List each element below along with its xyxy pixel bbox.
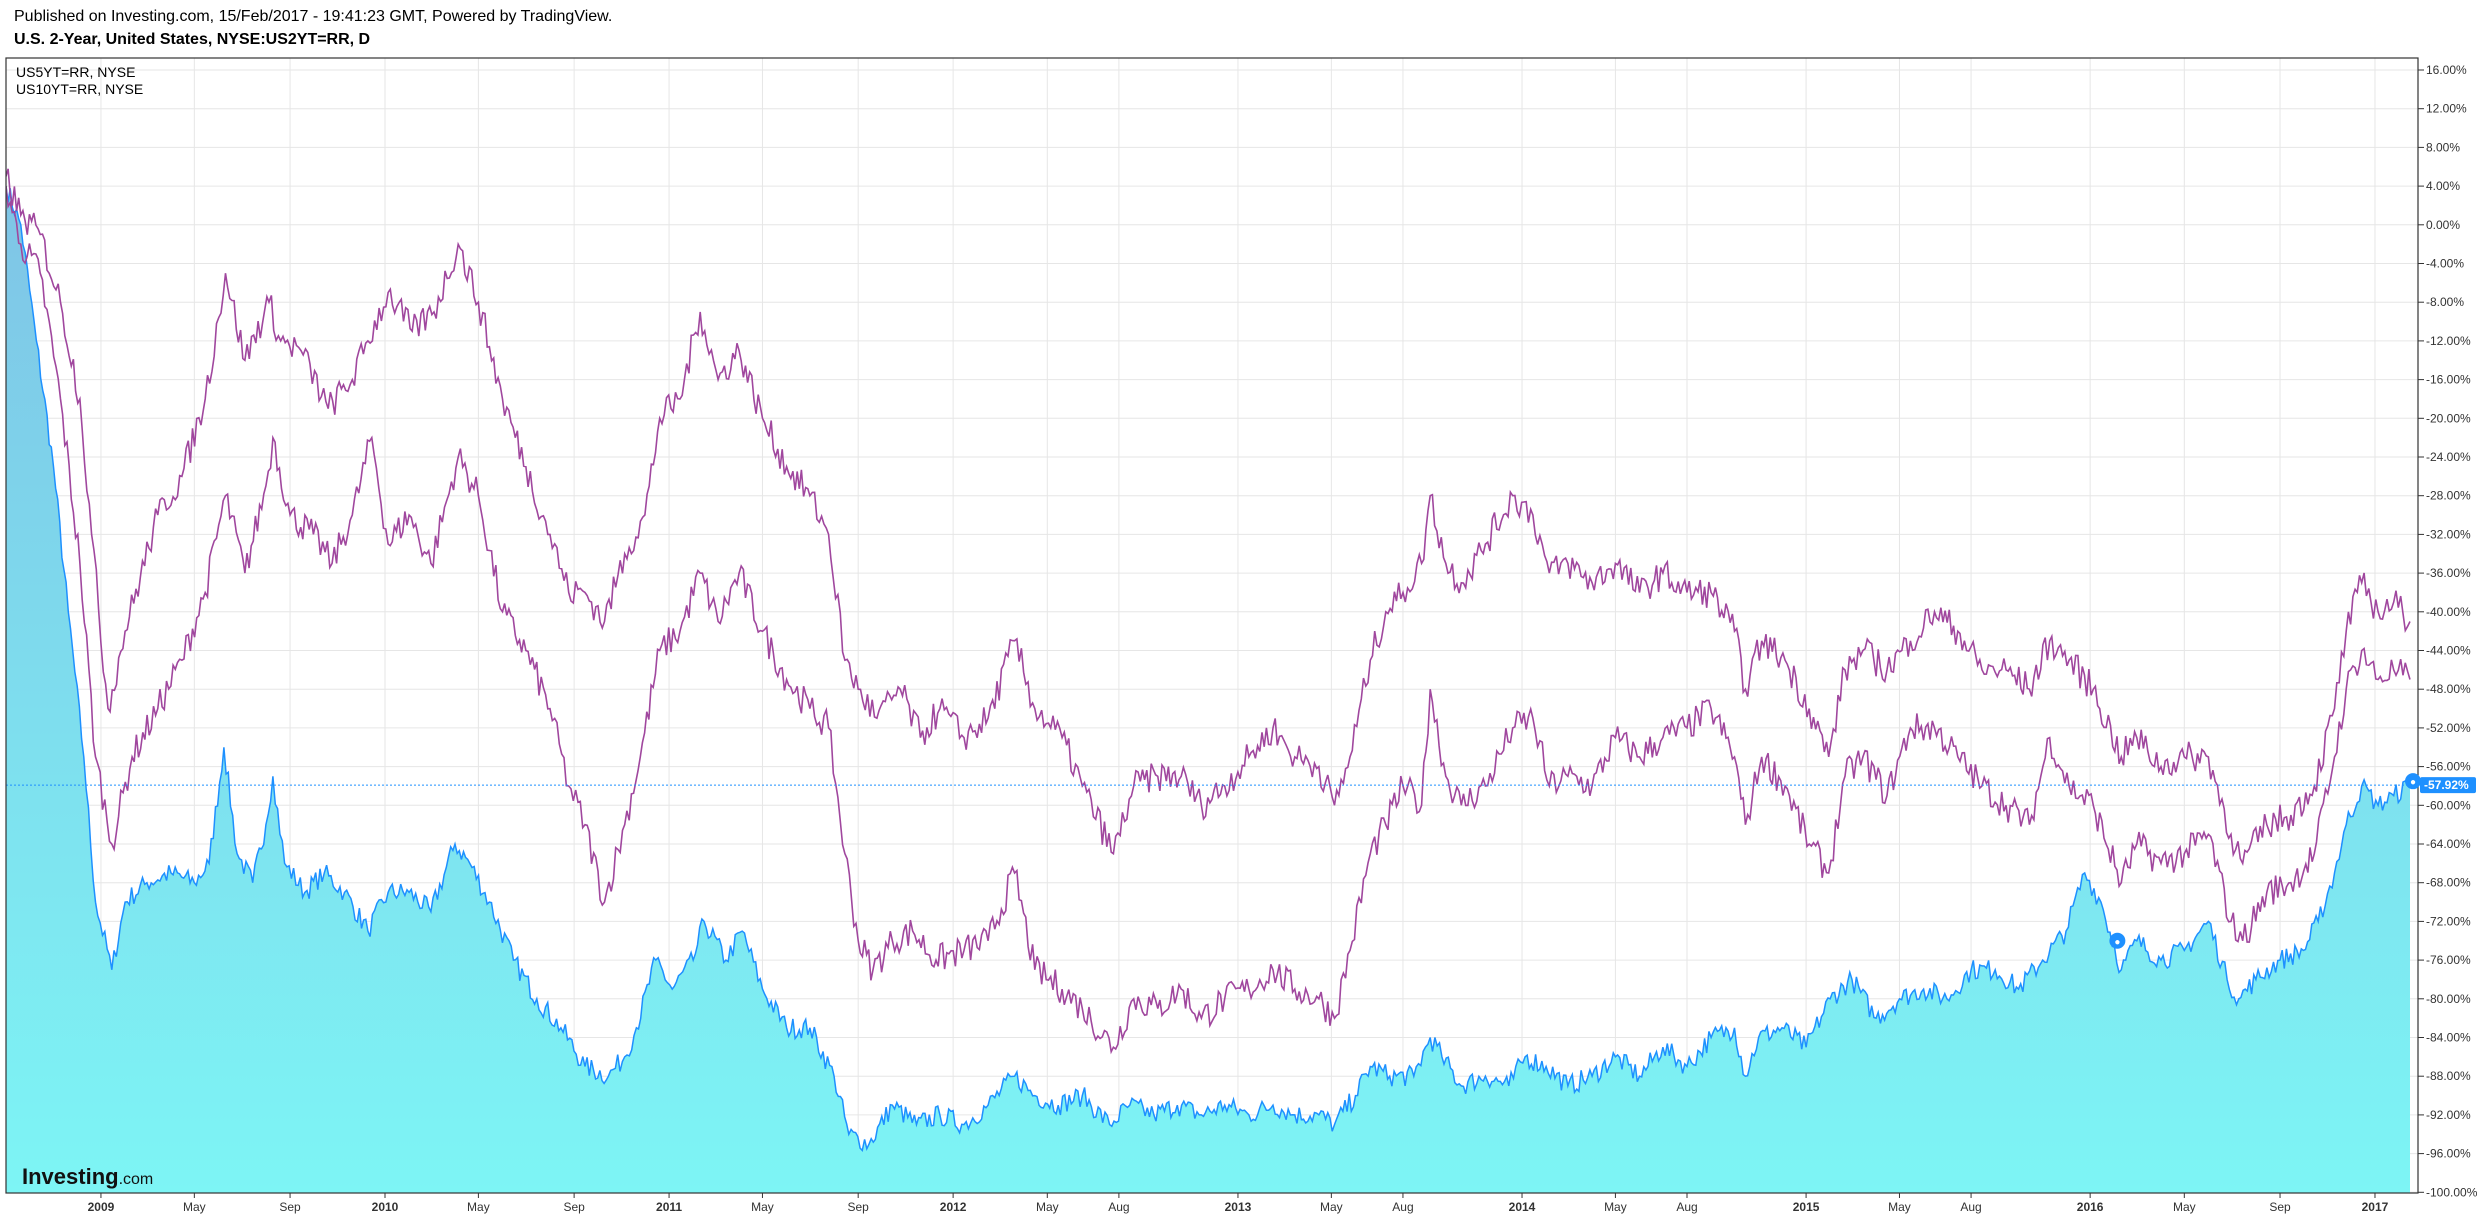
y-tick-label: 16.00% [2426,63,2467,77]
y-tick-label: -68.00% [2426,876,2471,890]
x-tick-label: Aug [1108,1200,1129,1214]
x-tick-label: 2015 [1793,1200,1820,1214]
x-tick-label: May [183,1200,206,1214]
y-tick-label: -72.00% [2426,914,2471,928]
symbol-title: U.S. 2-Year, United States, NYSE:US2YT=R… [14,31,371,48]
current-value-badge [2420,777,2476,794]
x-tick-label: Sep [279,1200,301,1214]
x-axis: 2009 May Sep 2010 May Sep 2011 May Sep 2012 May Aug… [88,1193,2389,1214]
plot-area[interactable] [6,168,2418,1193]
x-tick-label: May [1036,1200,1059,1214]
published-info: Published on Investing.com, 15/Feb/2017 … [14,8,613,25]
y-tick-label: -92.00% [2426,1108,2471,1122]
brand-text: Investing.com [22,1164,153,1189]
chart-grid [6,58,2418,1193]
x-tick-label: May [1320,1200,1343,1214]
y-tick-label: -88.00% [2426,1069,2471,1083]
x-tick-label: May [751,1200,774,1214]
x-tick-label: 2011 [656,1200,682,1214]
legend-item-us10y: US10YT=RR, NYSE [16,81,143,97]
y-tick-label: -52.00% [2426,721,2471,735]
y-tick-label: -16.00% [2426,373,2471,387]
y-tick-label: -28.00% [2426,489,2471,503]
x-tick-label: 2017 [2362,1200,2389,1214]
y-tick-label: -80.00% [2426,992,2471,1006]
x-tick-label: Aug [1960,1200,1981,1214]
x-tick-label: 2016 [2077,1200,2104,1214]
svg-text:●: ● [2114,937,2120,948]
series-line-us5y [6,186,2411,1055]
legend: US5YT=RR, NYSE US10YT=RR, NYSE [16,64,143,97]
y-tick-label: -48.00% [2426,682,2471,696]
x-tick-label: 2014 [1509,1200,1536,1214]
dividend-marker-icon[interactable]: ● [2109,932,2126,949]
x-tick-label: May [1604,1200,1627,1214]
y-tick-label: -96.00% [2426,1147,2471,1161]
y-tick-label: -4.00% [2426,257,2464,271]
markers: -57.92% ● ● [2109,773,2476,949]
y-tick-label: 0.00% [2426,218,2460,232]
series-line-us2y [6,186,2411,1152]
x-tick-label: May [467,1200,490,1214]
y-tick-label: -44.00% [2426,644,2471,658]
x-tick-label: 2010 [372,1200,399,1214]
svg-text:●: ● [2410,777,2416,788]
series-area-us2y [6,186,2410,1193]
y-axis: 16.00% 12.00% 8.00% 4.00% 0.00% -4.00% -8.00% -… [2418,63,2478,1199]
y-tick-label: 8.00% [2426,140,2460,154]
y-tick-label: -12.00% [2426,334,2471,348]
brand-logo: Investing.com [22,1164,153,1189]
x-tick-label: 2009 [88,1200,115,1214]
x-tick-label: May [1888,1200,1911,1214]
x-tick-label: Aug [1676,1200,1697,1214]
y-tick-label: 4.00% [2426,179,2460,193]
x-tick-label: Aug [1392,1200,1413,1214]
y-tick-label: -100.00% [2426,1185,2478,1199]
y-tick-label: 12.00% [2426,102,2467,116]
x-tick-label: 2012 [940,1200,967,1214]
x-tick-label: 2013 [1225,1200,1252,1214]
y-tick-label: -56.00% [2426,760,2471,774]
y-tick-label: -32.00% [2426,527,2471,541]
plot-frame [5,57,2419,1194]
legend-item-us5y: US5YT=RR, NYSE [16,64,135,80]
y-tick-label: -64.00% [2426,837,2471,851]
y-tick-label: -36.00% [2426,566,2471,580]
price-marker-icon[interactable]: ● [2405,773,2421,790]
x-tick-label: Sep [563,1200,585,1214]
y-tick-label: -60.00% [2426,798,2471,812]
y-tick-label: -20.00% [2426,411,2471,425]
x-tick-label: Sep [2269,1200,2291,1214]
x-tick-label: Sep [847,1200,869,1214]
y-tick-label: -24.00% [2426,450,2471,464]
y-tick-label: -76.00% [2426,953,2471,967]
y-tick-label: -8.00% [2426,295,2464,309]
x-tick-label: May [2173,1200,2196,1214]
y-tick-label: -40.00% [2426,605,2471,619]
series-line-us10y [6,168,2411,866]
current-value-label: -57.92% [2424,778,2469,792]
y-tick-label: -84.00% [2426,1031,2471,1045]
